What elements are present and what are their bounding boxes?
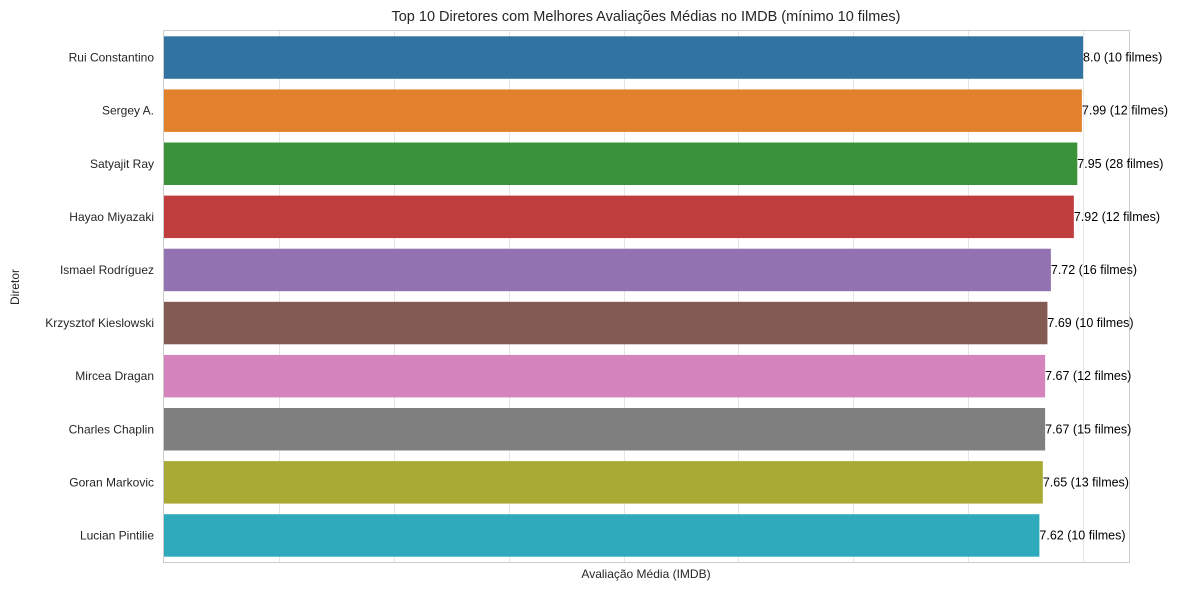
data-label: 7.67 (15 filmes) (1045, 422, 1131, 436)
y-tick-label: Sergey A. (102, 104, 154, 118)
chart-title: Top 10 Diretores com Melhores Avaliações… (391, 9, 900, 25)
y-tick-label: Ismael Rodríguez (60, 263, 154, 277)
bars (164, 36, 1084, 557)
data-label: 7.67 (12 filmes) (1045, 369, 1131, 383)
data-label: 7.69 (10 filmes) (1047, 316, 1133, 330)
bar (164, 248, 1051, 292)
data-labels: 8.0 (10 filmes) 7.99 (12 filmes) 7.95 (28 … (1039, 51, 1168, 543)
data-label: 7.65 (13 filmes) (1043, 475, 1129, 489)
y-tick-label: Krzysztof Kieslowski (45, 316, 154, 330)
data-label: 8.0 (10 filmes) (1083, 51, 1162, 65)
y-tick-label: Rui Constantino (69, 51, 155, 65)
y-tick-label: Goran Markovic (69, 475, 154, 489)
x-axis-label: Avaliação Média (IMDB) (581, 567, 710, 581)
y-tick-labels: Rui Constantino Sergey A. Satyajit Ray Haya… (45, 51, 154, 543)
plot-frame (163, 30, 1130, 563)
data-label: 7.62 (10 filmes) (1039, 528, 1125, 542)
data-label: 7.95 (28 filmes) (1077, 157, 1163, 171)
y-tick-label: Satyajit Ray (90, 157, 154, 171)
bar (164, 36, 1084, 79)
data-label: 7.99 (12 filmes) (1082, 104, 1168, 118)
bar (164, 408, 1046, 451)
bar (164, 142, 1078, 185)
y-tick-label: Charles Chaplin (69, 422, 154, 436)
y-tick-label: Mircea Dragan (75, 369, 154, 383)
bar (164, 514, 1040, 557)
data-label: 7.92 (12 filmes) (1074, 210, 1160, 224)
bar (164, 461, 1043, 504)
y-tick-label: Hayao Miyazaki (69, 210, 154, 224)
data-label: 7.72 (16 filmes) (1051, 263, 1137, 277)
bar (164, 195, 1074, 239)
y-axis-label: Diretor (8, 269, 22, 305)
y-tick-label: Lucian Pintilie (80, 528, 154, 542)
bar (164, 89, 1082, 132)
bar (164, 354, 1046, 398)
bar (164, 301, 1048, 345)
